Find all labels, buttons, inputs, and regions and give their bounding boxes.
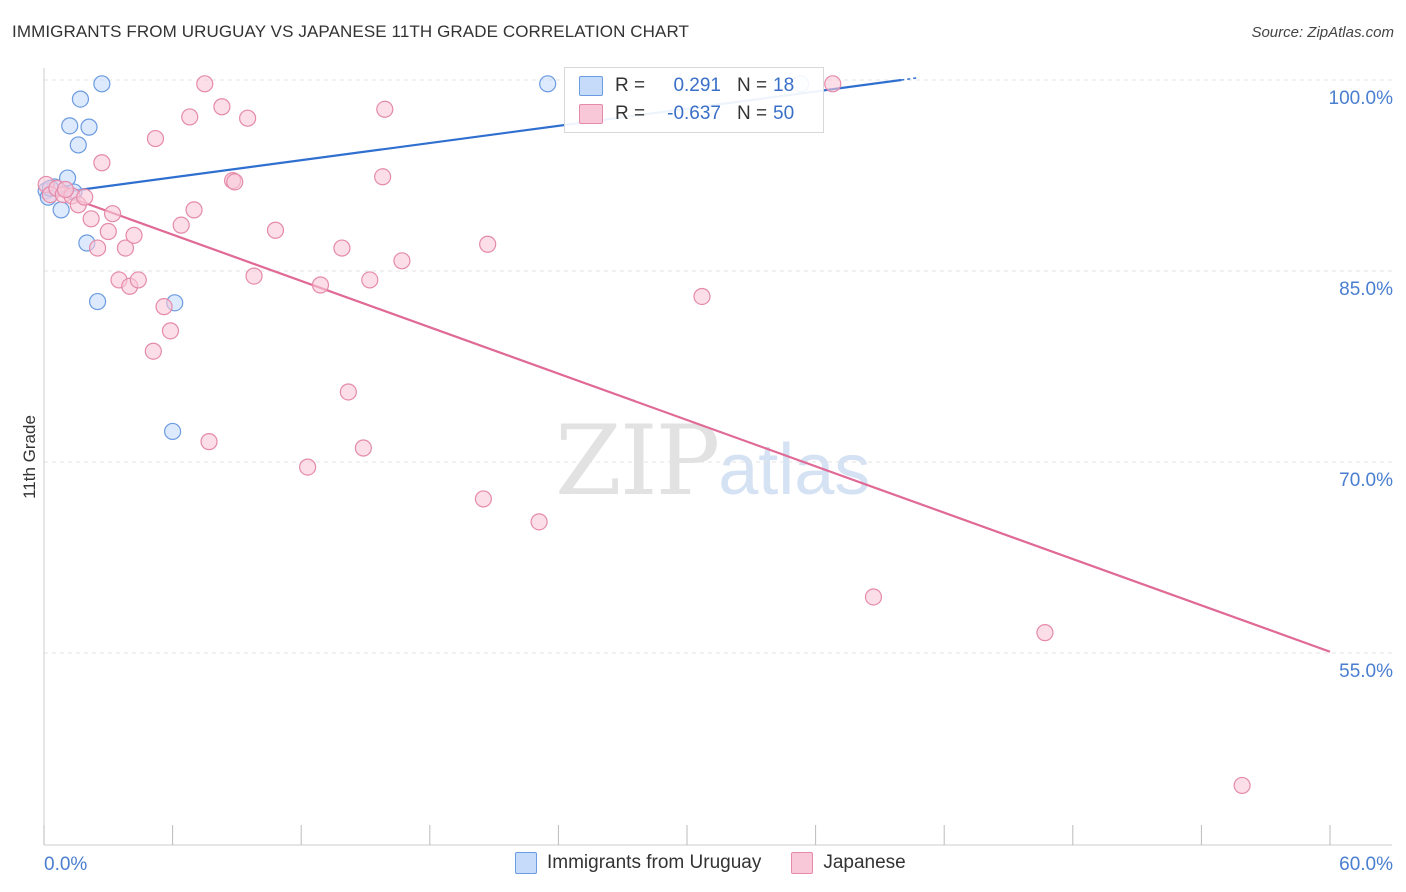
series-swatch-japanese (791, 852, 814, 874)
japanese-point (161, 322, 180, 340)
series-label-japanese: Japanese (823, 852, 906, 873)
japanese-point (1036, 624, 1054, 642)
japanese-point (376, 100, 394, 118)
watermark-zip: ZIP (555, 405, 720, 517)
japanese-point (82, 210, 100, 228)
series-legend-uruguay[interactable]: Immigrants from Uruguay (515, 852, 761, 874)
japanese-point (56, 180, 75, 199)
uruguay-point (71, 90, 90, 108)
japanese-point (99, 222, 117, 241)
japanese-point (239, 109, 257, 127)
japanese-point (374, 168, 392, 186)
legend-r-label: R = (615, 75, 646, 96)
uruguay-point (52, 201, 70, 219)
gridlines (44, 79, 1392, 654)
japanese-point (93, 154, 111, 172)
japanese-point (146, 129, 165, 148)
uruguay-point (88, 292, 107, 311)
uruguay-trend-extension (901, 76, 919, 81)
y-tick-label: 85.0% (1339, 279, 1393, 300)
japanese-point (354, 439, 372, 457)
uruguay-point (69, 136, 87, 154)
japanese-point (864, 588, 883, 606)
uruguay-point (80, 118, 98, 136)
japanese-point (479, 235, 497, 253)
japanese-point (213, 98, 231, 116)
japanese-point (245, 267, 263, 285)
japanese-trend-line (43, 187, 1331, 653)
series-swatch-uruguay (515, 852, 537, 874)
japanese-point (144, 342, 162, 360)
source-credit: Source: ZipAtlas.com (1251, 24, 1394, 41)
y-tick-label: 70.0% (1339, 470, 1393, 491)
legend-n-label: N = (737, 75, 768, 96)
japanese-point (226, 173, 244, 191)
japanese-point (333, 239, 351, 257)
japanese-point (116, 239, 135, 257)
japanese-point (339, 383, 357, 401)
legend-row-japanese: R = -0.637 N = 50 (579, 103, 794, 125)
japanese-point (693, 287, 711, 306)
japanese-point (172, 216, 190, 234)
correlation-legend: R = 0.291 N = 18 R = -0.637 N = 50 (564, 67, 824, 133)
y-axis-label: 11th Grade (20, 415, 39, 499)
japanese-point (299, 458, 317, 476)
japanese-point (200, 433, 218, 451)
japanese-point (181, 108, 199, 126)
x-tick-label: 60.0% (1339, 854, 1393, 875)
data-points (37, 75, 1251, 795)
legend-r-value: 0.291 (673, 75, 721, 96)
japanese-point (824, 75, 842, 93)
japanese-point (88, 239, 107, 257)
japanese-point (125, 226, 143, 244)
japanese-point (393, 252, 411, 270)
y-tick-label: 100.0% (1329, 88, 1394, 109)
japanese-point (76, 188, 94, 206)
trend-lines (43, 76, 1331, 653)
axes (43, 68, 1392, 846)
legend-n-value: 18 (773, 75, 795, 96)
legend-n-label: N = (737, 103, 768, 124)
japanese-point (196, 75, 214, 93)
watermark-atlas: atlas (718, 430, 871, 510)
japanese-point (311, 276, 330, 294)
japanese-point (1233, 776, 1251, 795)
series-legend-japanese[interactable]: Japanese (791, 852, 906, 874)
legend-swatch-japanese (579, 104, 603, 124)
legend-r-value: -0.637 (667, 103, 721, 124)
uruguay-point (93, 75, 111, 93)
japanese-point (185, 201, 203, 219)
legend-swatch-uruguay (579, 76, 603, 96)
uruguay-point (61, 117, 79, 135)
legend-row-uruguay: R = 0.291 N = 18 (579, 75, 794, 97)
japanese-point (530, 513, 548, 531)
series-legend: Immigrants from Uruguay Japanese (515, 852, 936, 874)
series-label-uruguay: Immigrants from Uruguay (547, 852, 762, 873)
legend-n-value: 50 (773, 103, 795, 124)
chart-title: IMMIGRANTS FROM URUGUAY VS JAPANESE 11TH… (12, 22, 690, 41)
japanese-point (474, 490, 492, 508)
japanese-point (266, 221, 285, 239)
japanese-point (103, 205, 122, 223)
japanese-point (361, 271, 379, 289)
uruguay-point (164, 422, 182, 441)
tick-labels: 100.0% 85.0% 70.0% 55.0% 0.0% 60.0% (44, 88, 1393, 875)
watermark: ZIPatlas (555, 405, 870, 517)
japanese-point (129, 271, 147, 289)
y-tick-label: 55.0% (1339, 661, 1393, 682)
x-tick-label: 0.0% (44, 854, 87, 875)
legend-r-label: R = (615, 103, 646, 124)
japanese-point (155, 298, 173, 316)
uruguay-point (539, 75, 557, 93)
